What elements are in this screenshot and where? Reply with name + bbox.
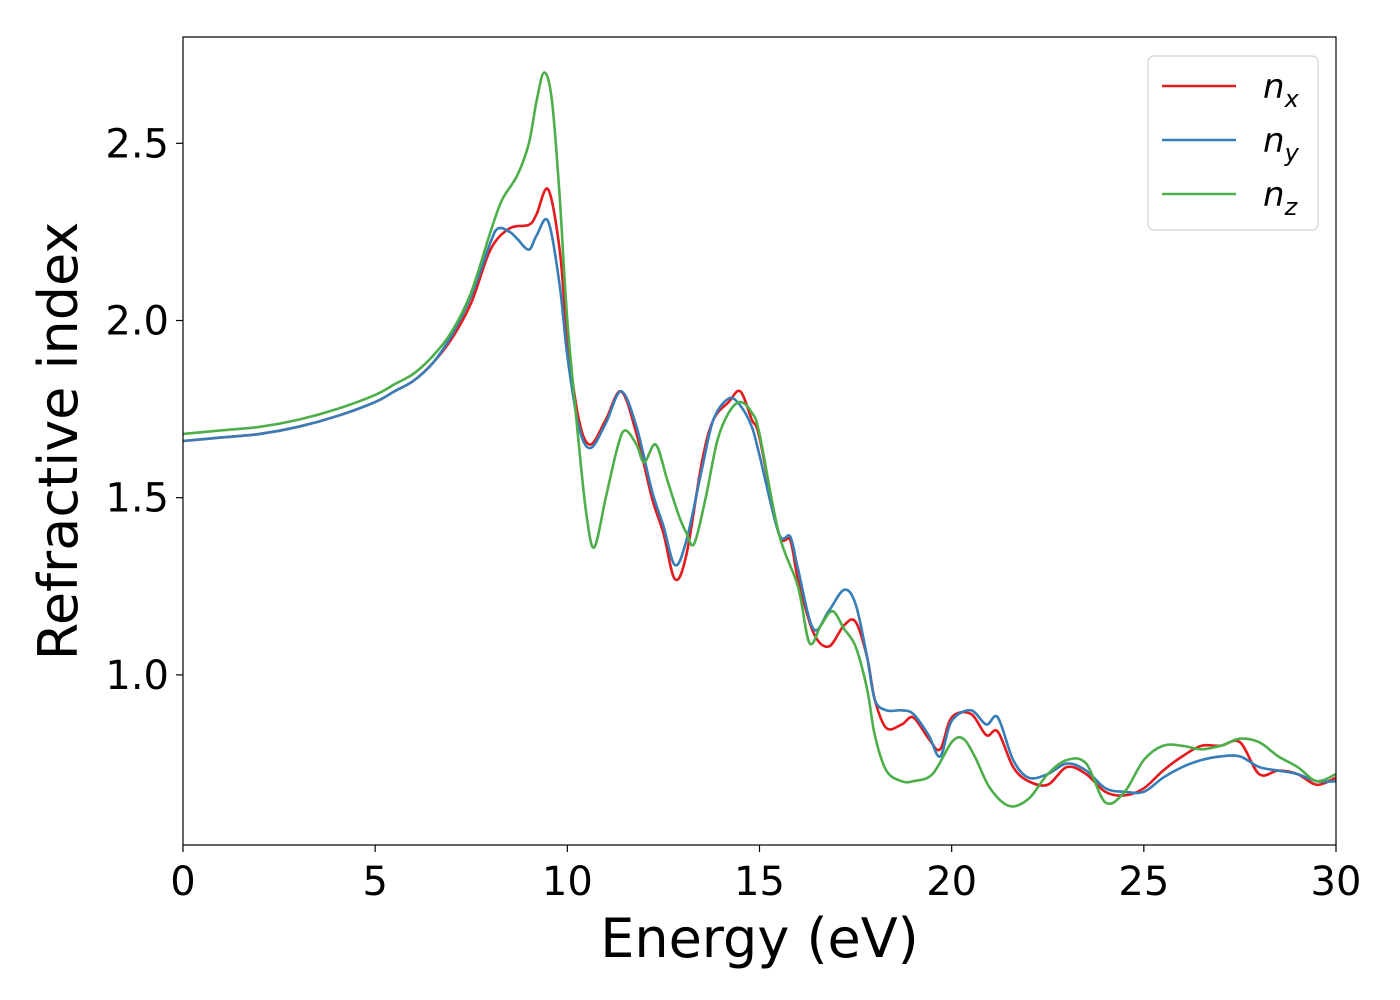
- x-tick-label: 5: [362, 859, 387, 905]
- legend-label-z: nz: [1263, 175, 1299, 221]
- series-line-y: [183, 218, 1336, 795]
- y-axis-ticks: 1.0 1.5 2.0 2.5: [105, 121, 183, 699]
- y-tick-label: 1.5: [105, 476, 169, 522]
- y-axis-label: Refractive index: [27, 222, 90, 661]
- x-tick-label: 15: [734, 859, 785, 905]
- y-tick-label: 2.0: [105, 299, 169, 345]
- x-tick-label: 20: [926, 859, 977, 905]
- legend-label-y: ny: [1263, 121, 1300, 167]
- series-line-x: [183, 187, 1336, 797]
- series-line-z: [183, 71, 1336, 808]
- legend-box: [1147, 55, 1319, 231]
- x-tick-label: 30: [1311, 859, 1362, 905]
- x-axis-ticks: 0 5 10 15 20 25 30: [170, 845, 1361, 905]
- plot-lines: [183, 71, 1336, 808]
- legend: nx ny nz: [1147, 55, 1319, 231]
- x-tick-label: 25: [1118, 859, 1169, 905]
- y-tick-label: 2.5: [105, 121, 169, 167]
- x-tick-label: 10: [542, 859, 593, 905]
- x-tick-label: 0: [170, 859, 195, 905]
- x-axis-label: Energy (eV): [600, 907, 919, 970]
- y-tick-label: 1.0: [105, 653, 169, 699]
- legend-label-x: nx: [1263, 67, 1300, 113]
